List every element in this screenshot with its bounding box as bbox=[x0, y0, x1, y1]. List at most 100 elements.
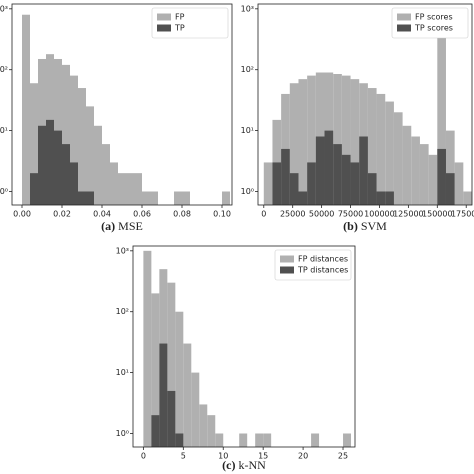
caption-label: (b) bbox=[343, 219, 358, 233]
y-tick-label: 10² bbox=[241, 65, 254, 74]
x-tick-label: 15 bbox=[258, 452, 268, 461]
histogram-bar bbox=[311, 433, 320, 447]
histogram-bar bbox=[385, 191, 394, 205]
histogram-bar bbox=[207, 415, 216, 447]
histogram-bar bbox=[54, 130, 62, 205]
histogram-bar bbox=[263, 162, 273, 205]
histogram-bar bbox=[222, 191, 230, 205]
histogram-bar bbox=[437, 148, 446, 205]
histogram-bar bbox=[289, 173, 299, 205]
legend-label: TP scores bbox=[414, 24, 453, 33]
x-tick-label: 100000 bbox=[364, 210, 395, 219]
y-tick-label: 10¹ bbox=[116, 368, 129, 377]
legend-swatch bbox=[157, 13, 171, 21]
histogram-bar bbox=[150, 191, 158, 205]
x-tick-label: 0.10 bbox=[213, 210, 231, 219]
histogram-bar bbox=[350, 79, 360, 205]
x-tick-label: 0.06 bbox=[133, 210, 151, 219]
histogram-bar bbox=[167, 282, 176, 447]
histogram-bar bbox=[341, 75, 351, 205]
legend: FP TP bbox=[151, 7, 229, 39]
legend-swatch bbox=[280, 266, 294, 274]
x-tick-label: 25000 bbox=[280, 210, 305, 219]
histogram-bar bbox=[70, 162, 78, 205]
histogram-bar bbox=[367, 88, 377, 205]
histogram-bar bbox=[159, 343, 168, 447]
caption: (b) SVM bbox=[343, 219, 387, 233]
histogram-bar bbox=[94, 125, 102, 205]
chart: 0 25000 50000 75000100000125000150000175000… bbox=[241, 3, 474, 233]
histogram-bar bbox=[38, 125, 46, 205]
x-tick-label: 5 bbox=[181, 452, 186, 461]
y-tick-label: 10² bbox=[116, 307, 129, 316]
histogram-bar bbox=[191, 372, 200, 447]
histogram-bar bbox=[199, 404, 208, 447]
histogram-bar bbox=[118, 173, 126, 205]
y-tick-label: 10³ bbox=[116, 246, 129, 255]
histogram-bar bbox=[367, 173, 377, 205]
x-tick-label: 20 bbox=[298, 452, 308, 461]
histogram-bar bbox=[126, 173, 134, 205]
histogram-bar bbox=[134, 173, 142, 205]
histogram-bar bbox=[46, 119, 54, 205]
histogram-bar bbox=[454, 162, 464, 205]
y-tick-label: 10³ bbox=[241, 4, 254, 13]
plot-frame bbox=[132, 245, 356, 448]
histogram-bar bbox=[341, 154, 351, 205]
histogram-bar bbox=[175, 433, 184, 447]
histogram-bar bbox=[174, 191, 182, 205]
x-tick-label: 175000 bbox=[451, 210, 474, 219]
histogram-bar bbox=[333, 144, 342, 205]
caption-label: (c) bbox=[222, 458, 235, 472]
x-tick-label: 50000 bbox=[309, 210, 334, 219]
histogram-bar bbox=[343, 433, 352, 447]
plot-frame bbox=[257, 3, 473, 206]
x-tick-label: 10 bbox=[218, 452, 228, 461]
legend-swatch bbox=[397, 13, 411, 21]
histogram-bar bbox=[437, 8, 446, 206]
legend-label: TP distances bbox=[297, 266, 348, 275]
x-tick-label: 0.08 bbox=[173, 210, 191, 219]
histogram-bar bbox=[22, 14, 30, 205]
caption-text: MSE bbox=[118, 219, 143, 233]
chart: 0.00 0.02 0.04 0.06 0.08 0.10 10⁰ 10¹ 10² 10³ FP TP… bbox=[0, 3, 233, 233]
y-tick-label: 10⁰ bbox=[0, 187, 8, 196]
histogram-bar bbox=[289, 83, 299, 205]
histogram-bar bbox=[463, 191, 472, 205]
histogram-bar bbox=[143, 250, 152, 447]
histogram-bar bbox=[62, 64, 70, 206]
histogram-bar bbox=[142, 191, 150, 205]
histogram-bar bbox=[307, 75, 316, 205]
histogram-bar bbox=[86, 191, 94, 205]
histogram-bar bbox=[385, 101, 394, 205]
x-tick-label: 0.00 bbox=[13, 210, 31, 219]
histogram-bar bbox=[419, 144, 429, 205]
histogram-bar bbox=[376, 93, 386, 205]
x-tick-label: 0.04 bbox=[93, 210, 111, 219]
legend-label: FP scores bbox=[415, 13, 453, 22]
histogram-bar bbox=[359, 136, 368, 205]
histogram-bar bbox=[86, 106, 94, 205]
histogram-bar bbox=[298, 191, 308, 205]
histogram-bar bbox=[215, 433, 224, 447]
x-tick-label: 25 bbox=[338, 452, 348, 461]
histogram-bar bbox=[411, 136, 420, 205]
y-tick-label: 10⁰ bbox=[241, 187, 254, 196]
histogram-bar bbox=[167, 390, 176, 447]
histogram-bar bbox=[70, 75, 78, 205]
caption: (c) k-NN bbox=[222, 458, 266, 472]
histogram-bar bbox=[402, 125, 412, 205]
histogram-bar bbox=[182, 191, 190, 205]
legend: FP distances TP distances bbox=[274, 249, 352, 281]
x-tick-label: 0 bbox=[141, 452, 146, 461]
histogram-bar bbox=[350, 162, 360, 205]
y-tick-label: 10² bbox=[0, 65, 8, 74]
histogram-bar bbox=[78, 191, 86, 205]
histogram-bar bbox=[183, 343, 192, 447]
legend: FP scores TP scores bbox=[391, 7, 469, 39]
histogram-bar bbox=[263, 433, 272, 447]
caption: (a) MSE bbox=[101, 219, 143, 233]
histogram-bar bbox=[324, 130, 334, 205]
histogram-bar bbox=[272, 162, 282, 205]
